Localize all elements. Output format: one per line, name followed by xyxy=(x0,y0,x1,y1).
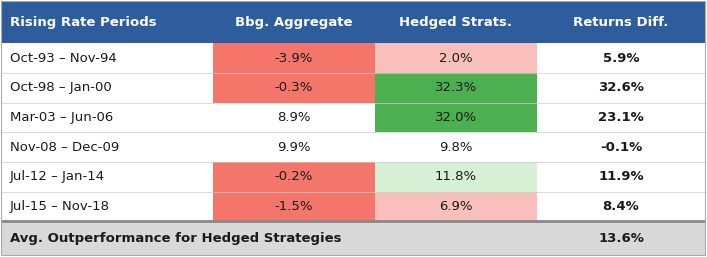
FancyBboxPatch shape xyxy=(537,132,706,162)
FancyBboxPatch shape xyxy=(375,192,537,221)
FancyBboxPatch shape xyxy=(375,103,537,132)
Text: 9.9%: 9.9% xyxy=(277,141,310,154)
Text: Bbg. Aggregate: Bbg. Aggregate xyxy=(235,16,352,29)
FancyBboxPatch shape xyxy=(1,221,706,256)
Text: Oct-93 – Nov-94: Oct-93 – Nov-94 xyxy=(10,52,117,65)
FancyBboxPatch shape xyxy=(537,43,706,73)
FancyBboxPatch shape xyxy=(537,192,706,221)
Text: 11.8%: 11.8% xyxy=(435,170,477,183)
FancyBboxPatch shape xyxy=(213,103,375,132)
FancyBboxPatch shape xyxy=(1,162,213,192)
Text: 6.9%: 6.9% xyxy=(439,200,472,213)
Text: 32.6%: 32.6% xyxy=(598,81,644,94)
Text: Jul-12 – Jan-14: Jul-12 – Jan-14 xyxy=(10,170,105,183)
Text: Rising Rate Periods: Rising Rate Periods xyxy=(10,16,156,29)
FancyBboxPatch shape xyxy=(213,1,375,43)
FancyBboxPatch shape xyxy=(1,103,213,132)
Text: -0.3%: -0.3% xyxy=(274,81,312,94)
Text: Jul-15 – Nov-18: Jul-15 – Nov-18 xyxy=(10,200,110,213)
FancyBboxPatch shape xyxy=(375,132,537,162)
Text: -1.5%: -1.5% xyxy=(274,200,313,213)
FancyBboxPatch shape xyxy=(213,73,375,103)
FancyBboxPatch shape xyxy=(537,1,706,43)
Text: 2.0%: 2.0% xyxy=(439,52,472,65)
FancyBboxPatch shape xyxy=(213,192,375,221)
Text: Avg. Outperformance for Hedged Strategies: Avg. Outperformance for Hedged Strategie… xyxy=(10,232,341,245)
Text: Mar-03 – Jun-06: Mar-03 – Jun-06 xyxy=(10,111,113,124)
Text: -0.2%: -0.2% xyxy=(274,170,312,183)
FancyBboxPatch shape xyxy=(375,43,537,73)
Text: 23.1%: 23.1% xyxy=(598,111,644,124)
FancyBboxPatch shape xyxy=(1,43,213,73)
FancyBboxPatch shape xyxy=(1,73,213,103)
FancyBboxPatch shape xyxy=(537,73,706,103)
FancyBboxPatch shape xyxy=(375,73,537,103)
FancyBboxPatch shape xyxy=(213,43,375,73)
Text: 5.9%: 5.9% xyxy=(603,52,639,65)
FancyBboxPatch shape xyxy=(1,1,213,43)
FancyBboxPatch shape xyxy=(1,132,213,162)
FancyBboxPatch shape xyxy=(1,192,213,221)
Text: 13.6%: 13.6% xyxy=(598,232,644,245)
Text: Nov-08 – Dec-09: Nov-08 – Dec-09 xyxy=(10,141,119,154)
Text: 32.3%: 32.3% xyxy=(435,81,477,94)
Text: 8.9%: 8.9% xyxy=(277,111,310,124)
FancyBboxPatch shape xyxy=(537,162,706,192)
FancyBboxPatch shape xyxy=(213,162,375,192)
Text: -0.1%: -0.1% xyxy=(600,141,642,154)
FancyBboxPatch shape xyxy=(537,103,706,132)
FancyBboxPatch shape xyxy=(375,1,537,43)
Text: 8.4%: 8.4% xyxy=(603,200,639,213)
Text: Returns Diff.: Returns Diff. xyxy=(573,16,669,29)
Text: 32.0%: 32.0% xyxy=(435,111,477,124)
Text: -3.9%: -3.9% xyxy=(274,52,312,65)
Text: 11.9%: 11.9% xyxy=(598,170,644,183)
FancyBboxPatch shape xyxy=(213,132,375,162)
Text: Oct-98 – Jan-00: Oct-98 – Jan-00 xyxy=(10,81,112,94)
Text: 9.8%: 9.8% xyxy=(439,141,472,154)
FancyBboxPatch shape xyxy=(375,162,537,192)
Text: Hedged Strats.: Hedged Strats. xyxy=(399,16,512,29)
